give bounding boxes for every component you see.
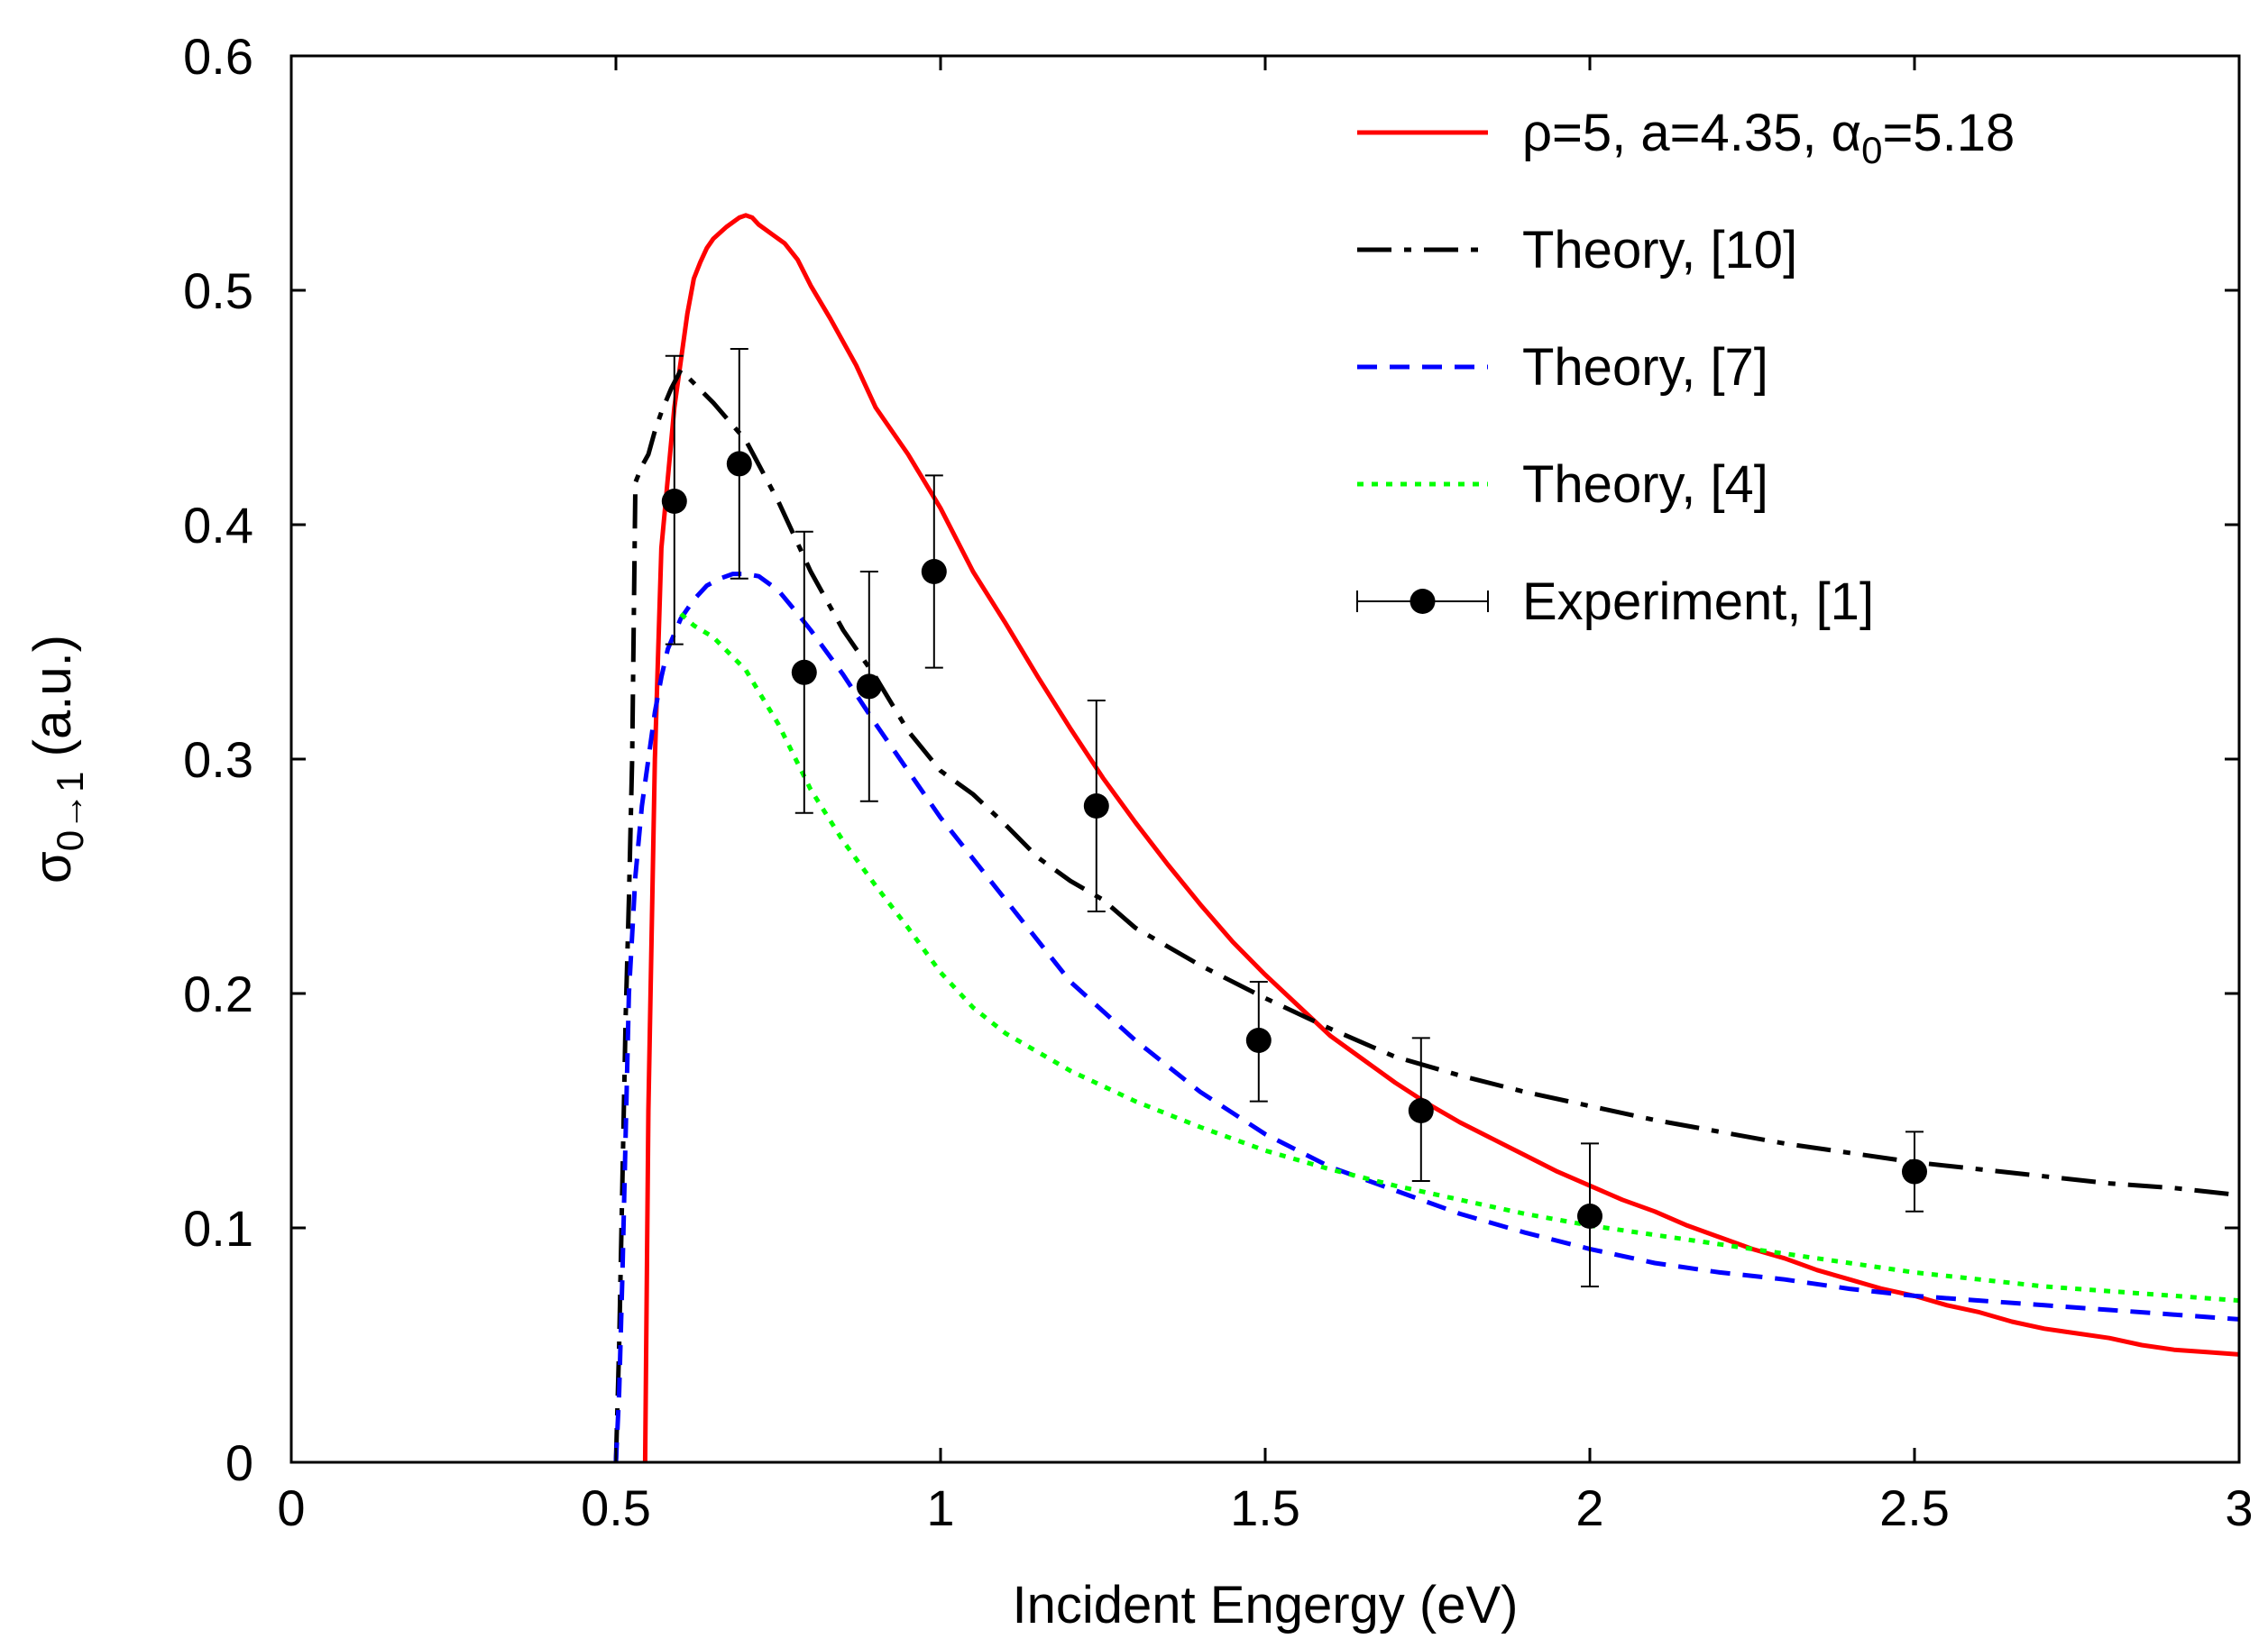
x-tick-label-4: 2 (1575, 1479, 1603, 1536)
y-axis-label-unit: (a.u.) (23, 635, 82, 772)
experiment-point-5 (1083, 793, 1109, 819)
series-line-3 (679, 611, 2240, 1304)
x-tick-label-1: 0.5 (581, 1479, 651, 1536)
legend-label-2: Theory, [7] (1522, 338, 1768, 397)
series-line-0 (642, 213, 2240, 1463)
y-tick-label-5: 0.5 (183, 262, 253, 319)
series-line-2 (613, 572, 2240, 1463)
y-tick-label-6: 0.6 (183, 28, 253, 85)
y-tick-label-2: 0.2 (183, 966, 253, 1022)
legend-label-1: Theory, [10] (1522, 221, 1797, 279)
x-tick-label-2: 1 (926, 1479, 954, 1536)
y-tick-label-3: 0.3 (183, 731, 253, 788)
y-tick-label-4: 0.4 (183, 497, 253, 554)
experiment-point-8 (1577, 1204, 1602, 1229)
y-axis-label-symbol: σ (23, 851, 82, 884)
experiment-point-0 (661, 489, 687, 514)
experiment-point-3 (856, 673, 882, 700)
legend: ρ=5, a=4.35, α0=5.18 Theory, [10] Theory, … (1356, 104, 2015, 631)
experiment-layer (661, 348, 1927, 1287)
experiment-point-2 (791, 659, 817, 685)
y-tick-label-0: 0 (225, 1434, 253, 1491)
legend-swatch-point (1409, 589, 1436, 614)
experiment-point-1 (726, 451, 752, 477)
experiment-point-7 (1408, 1098, 1434, 1123)
legend-label-4: Experiment, [1] (1522, 572, 1874, 631)
experiment-point-9 (1902, 1158, 1927, 1185)
x-axis-label: Incident Engergy (eV) (1013, 1576, 1519, 1634)
series-layer (613, 213, 2240, 1463)
y-axis-label-subscript: 0→1 (49, 771, 91, 851)
experiment-point-6 (1245, 1028, 1272, 1053)
y-tick-label-1: 0.1 (183, 1200, 253, 1257)
tick-layer: 0 0.5 1 1.5 2 2.5 3 0 0.1 0.2 0.3 0.4 0.5 0.6 (183, 28, 2253, 1536)
legend-label-3: Theory, [4] (1522, 455, 1768, 514)
x-tick-label-5: 2.5 (1879, 1479, 1950, 1536)
y-axis-label: σ0→1 (a.u.) (23, 635, 91, 884)
x-tick-label-0: 0 (277, 1479, 305, 1536)
legend-label-0: ρ=5, a=4.35, α0=5.18 (1522, 104, 2015, 171)
x-tick-label-3: 1.5 (1230, 1479, 1300, 1536)
experiment-point-4 (921, 559, 947, 584)
x-tick-label-6: 3 (2225, 1479, 2253, 1536)
